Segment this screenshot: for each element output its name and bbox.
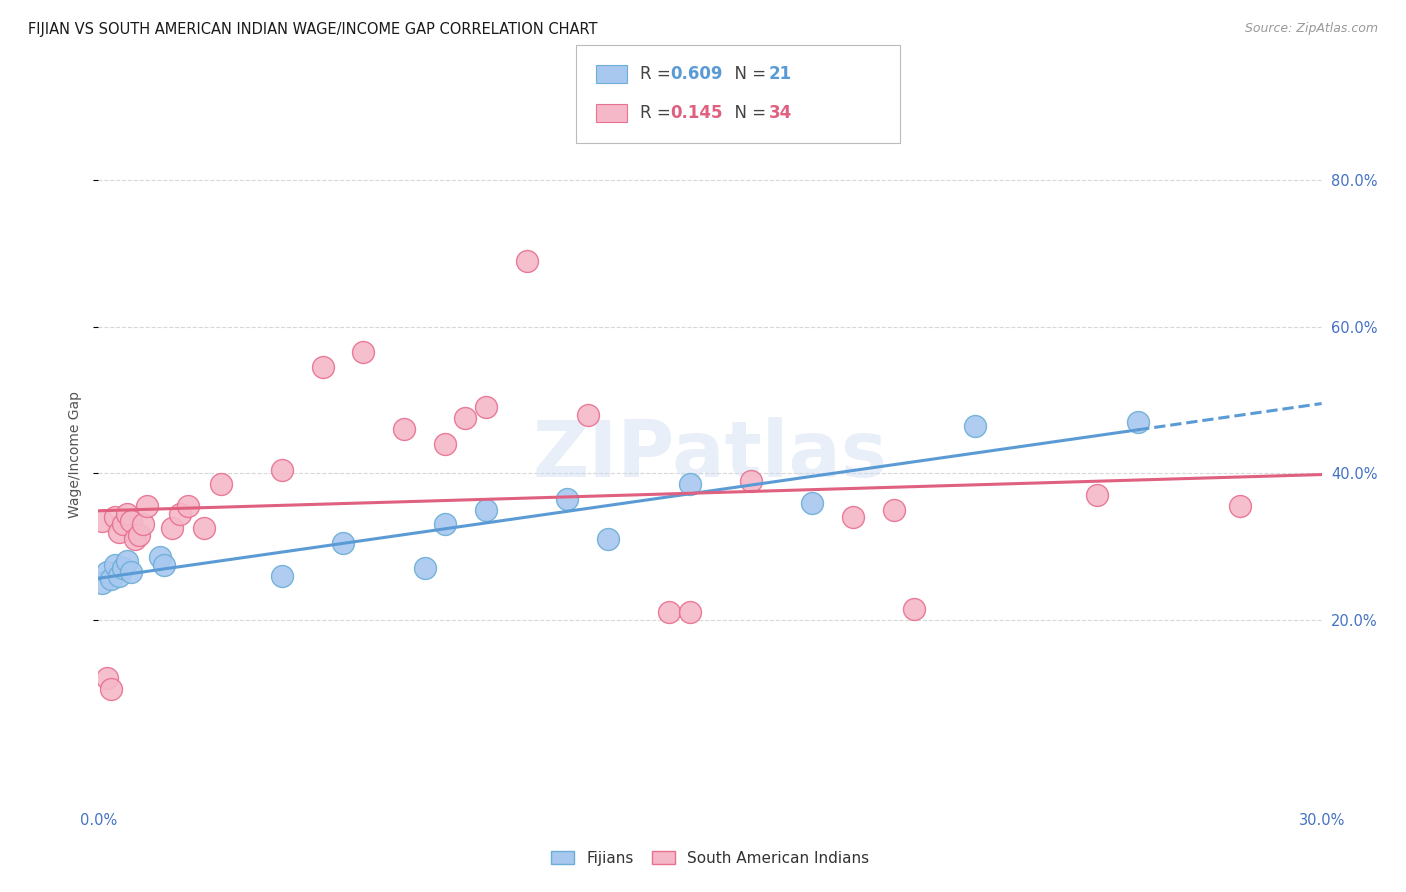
Point — [679, 606, 702, 620]
Point — [100, 573, 122, 587]
Point — [1128, 415, 1150, 429]
Point — [801, 495, 824, 509]
Y-axis label: Wage/Income Gap: Wage/Income Gap — [69, 392, 83, 518]
Point — [740, 474, 762, 488]
Point — [132, 517, 155, 532]
Text: R =: R = — [640, 104, 676, 122]
Point — [883, 503, 905, 517]
Point — [120, 514, 142, 528]
Text: FIJIAN VS SOUTH AMERICAN INDIAN WAGE/INCOME GAP CORRELATION CHART: FIJIAN VS SOUTH AMERICAN INDIAN WAGE/INC… — [28, 22, 598, 37]
Point — [149, 550, 172, 565]
Point — [104, 510, 127, 524]
Point — [516, 253, 538, 268]
Text: 21: 21 — [769, 65, 792, 83]
Point — [120, 565, 142, 579]
Point — [474, 401, 498, 415]
Point — [124, 532, 146, 546]
Point — [160, 521, 183, 535]
Point — [169, 507, 191, 521]
Point — [96, 671, 118, 685]
Point — [965, 418, 987, 433]
Point — [434, 517, 457, 532]
Legend: Fijians, South American Indians: Fijians, South American Indians — [546, 845, 875, 871]
Point — [1085, 488, 1108, 502]
Point — [136, 499, 159, 513]
Point — [108, 568, 131, 582]
Point — [841, 510, 863, 524]
Text: 0.145: 0.145 — [671, 104, 723, 122]
Point — [100, 682, 122, 697]
Point — [598, 532, 620, 546]
Point — [91, 576, 114, 591]
Point — [557, 491, 579, 506]
Text: R =: R = — [640, 65, 676, 83]
Point — [474, 503, 498, 517]
Point — [193, 521, 215, 535]
Point — [209, 477, 232, 491]
Text: 0.609: 0.609 — [671, 65, 723, 83]
Point — [108, 524, 131, 539]
Point — [352, 345, 374, 359]
Point — [111, 561, 134, 575]
Point — [679, 477, 702, 491]
Text: 34: 34 — [769, 104, 793, 122]
Point — [903, 601, 925, 615]
Text: N =: N = — [724, 65, 772, 83]
Point — [270, 568, 294, 582]
Point — [392, 422, 416, 436]
Point — [454, 411, 477, 425]
Point — [128, 528, 150, 542]
Point — [270, 462, 294, 476]
Text: Source: ZipAtlas.com: Source: ZipAtlas.com — [1244, 22, 1378, 36]
Point — [104, 558, 127, 572]
Point — [96, 565, 118, 579]
Point — [576, 408, 599, 422]
Text: N =: N = — [724, 104, 772, 122]
Point — [177, 499, 200, 513]
Point — [115, 554, 138, 568]
Point — [332, 536, 354, 550]
Point — [115, 507, 138, 521]
Point — [91, 514, 114, 528]
Point — [152, 558, 174, 572]
Point — [658, 606, 681, 620]
Point — [1229, 499, 1251, 513]
Text: ZIPatlas: ZIPatlas — [533, 417, 887, 493]
Point — [111, 517, 134, 532]
Point — [413, 561, 436, 575]
Point — [312, 359, 335, 374]
Point — [434, 437, 457, 451]
